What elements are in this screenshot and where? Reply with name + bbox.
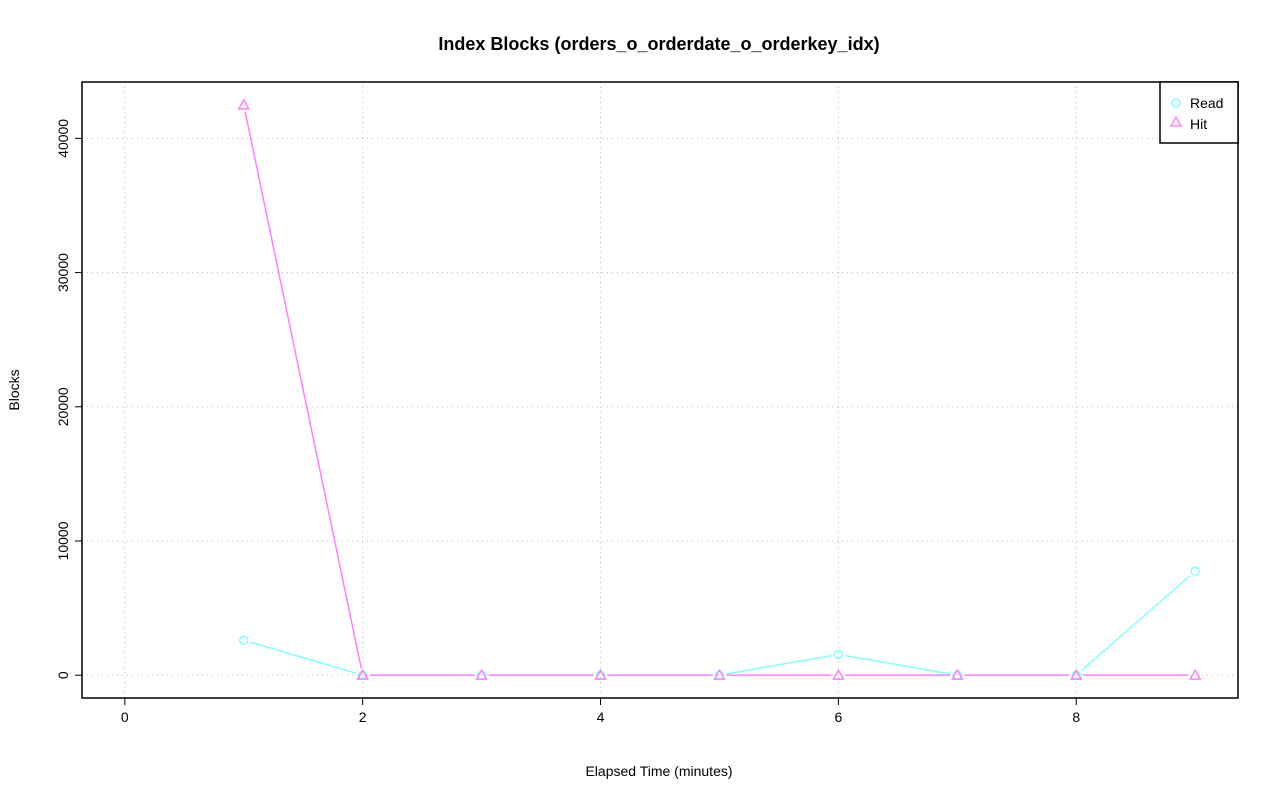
x-axis: 0 2 4 6 8 xyxy=(121,697,1080,725)
series-read-segment xyxy=(845,654,951,675)
grid xyxy=(82,82,1238,698)
x-tick-label: 8 xyxy=(1072,709,1080,725)
legend-box xyxy=(1159,81,1239,144)
y-axis: 0 10000 20000 30000 40000 xyxy=(55,119,82,679)
legend-read-label: Read xyxy=(1190,95,1223,111)
y-tick-label: 0 xyxy=(55,671,71,679)
y-tick-label: 10000 xyxy=(55,521,71,560)
series-hit-point xyxy=(951,668,964,680)
legend-hit-marker xyxy=(1169,115,1183,127)
series-read-segment xyxy=(250,641,357,674)
series-layer xyxy=(237,98,1202,680)
y-tick-label: 30000 xyxy=(55,253,71,292)
legend-read-marker xyxy=(1171,98,1181,108)
series-hit-point xyxy=(832,668,845,680)
chart-title: Index Blocks (orders_o_orderdate_o_order… xyxy=(438,34,879,54)
x-tick-label: 2 xyxy=(359,709,367,725)
series-hit-segment xyxy=(244,111,362,669)
series-hit-point xyxy=(1069,668,1083,680)
y-tick-label: 20000 xyxy=(55,387,71,426)
series-hit-point xyxy=(356,668,369,680)
series-read-segment xyxy=(726,654,832,675)
series-read-point xyxy=(833,649,844,660)
y-axis-label: Blocks xyxy=(6,369,22,410)
x-tick-label: 0 xyxy=(121,709,129,725)
x-tick-label: 4 xyxy=(597,709,605,725)
series-read-segment xyxy=(1081,575,1191,672)
y-tick-label: 40000 xyxy=(55,119,71,158)
series-hit-point xyxy=(475,668,488,680)
legend-hit-label: Hit xyxy=(1190,116,1207,132)
series-hit-point xyxy=(594,668,607,680)
series-hit-point xyxy=(237,98,251,110)
series-hit-point xyxy=(1188,668,1202,680)
series-read-point xyxy=(1190,566,1200,576)
plot-frame xyxy=(81,81,1239,699)
series-hit-point xyxy=(713,668,726,680)
x-tick-label: 6 xyxy=(834,709,842,725)
legend: Read Hit xyxy=(1159,81,1239,144)
x-axis-label: Elapsed Time (minutes) xyxy=(585,763,732,779)
series-read-point xyxy=(238,635,249,646)
